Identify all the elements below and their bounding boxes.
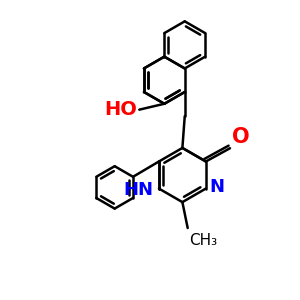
Text: CH₃: CH₃	[189, 233, 217, 248]
Text: O: O	[232, 127, 250, 147]
Text: HN: HN	[124, 181, 154, 199]
Text: HO: HO	[104, 100, 137, 119]
Text: N: N	[209, 178, 224, 196]
